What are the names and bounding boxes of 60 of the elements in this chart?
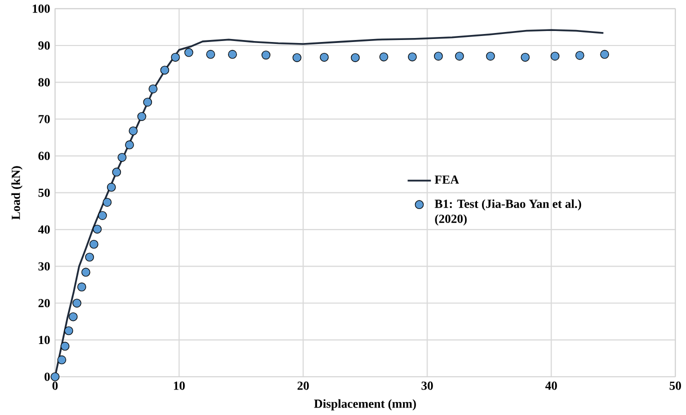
point bbox=[50, 372, 60, 382]
point bbox=[77, 282, 86, 292]
point bbox=[128, 126, 138, 136]
point bbox=[520, 52, 530, 62]
point bbox=[170, 52, 180, 62]
point bbox=[72, 298, 82, 308]
y-tick-label: 90 bbox=[38, 41, 50, 50]
point bbox=[81, 268, 90, 277]
point bbox=[112, 168, 122, 177]
point bbox=[60, 342, 70, 351]
point bbox=[408, 52, 417, 62]
point bbox=[137, 112, 146, 122]
y-tick-label: 50 bbox=[38, 188, 50, 197]
point bbox=[292, 53, 302, 62]
y-tick-label: 10 bbox=[38, 336, 50, 344]
point bbox=[228, 50, 237, 59]
point bbox=[118, 153, 126, 162]
point bbox=[184, 48, 194, 57]
point bbox=[350, 53, 360, 62]
point bbox=[148, 84, 158, 94]
x-tick-label: 40 bbox=[545, 382, 557, 390]
point bbox=[68, 312, 78, 322]
point bbox=[64, 326, 74, 336]
point bbox=[486, 52, 495, 61]
point bbox=[102, 198, 112, 207]
point bbox=[160, 66, 170, 75]
point bbox=[320, 52, 329, 62]
point bbox=[92, 224, 102, 234]
point bbox=[550, 52, 560, 61]
x-tick-label: 30 bbox=[422, 382, 433, 390]
y-tick-label: 40 bbox=[38, 225, 50, 234]
x-tick-label: 50 bbox=[670, 382, 681, 390]
point bbox=[85, 252, 94, 262]
y-axis-title: Load (kN) bbox=[11, 166, 22, 220]
y-tick-label: 0 bbox=[44, 372, 50, 381]
point bbox=[379, 52, 388, 62]
x-tick-label: 20 bbox=[298, 382, 309, 390]
legend-label: B1: Test (Jia-Bao Yan et al.) (2020) bbox=[434, 199, 582, 226]
point bbox=[57, 355, 66, 364]
y-tick-label: 30 bbox=[38, 262, 50, 271]
point bbox=[455, 52, 464, 61]
point bbox=[262, 50, 270, 60]
x-axis-title: Displacement (mm) bbox=[314, 399, 416, 410]
y-tick-label: 20 bbox=[38, 299, 50, 308]
y-tick-label: 60 bbox=[38, 152, 50, 160]
point bbox=[600, 50, 610, 59]
point bbox=[106, 182, 116, 192]
point bbox=[575, 51, 584, 60]
point bbox=[89, 240, 98, 249]
point bbox=[434, 52, 443, 61]
x-tick-label: 0 bbox=[52, 382, 58, 390]
y-tick-label: 80 bbox=[38, 78, 50, 87]
y-tick-label: 100 bbox=[32, 4, 50, 13]
point bbox=[143, 98, 152, 107]
point bbox=[206, 50, 216, 59]
x-tick-label: 10 bbox=[174, 382, 185, 390]
point bbox=[125, 140, 134, 150]
y-tick-label: 70 bbox=[38, 115, 50, 124]
point bbox=[98, 211, 107, 220]
legend-label: FEA bbox=[434, 176, 459, 184]
